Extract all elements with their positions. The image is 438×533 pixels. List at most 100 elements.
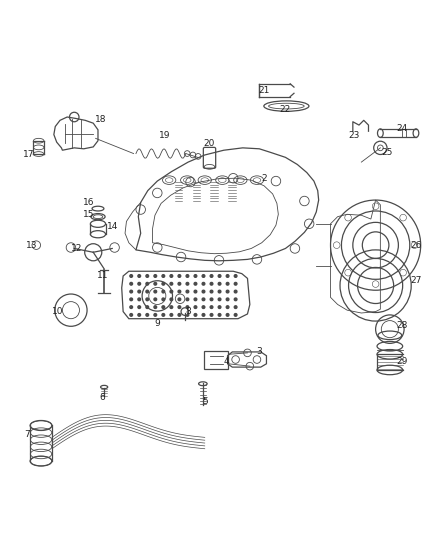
Text: 4: 4 [223,357,229,366]
Text: 24: 24 [396,124,407,133]
Text: 15: 15 [83,210,94,219]
Circle shape [154,274,157,277]
Circle shape [218,298,221,301]
Circle shape [138,290,141,293]
Circle shape [138,274,141,277]
Circle shape [210,313,213,316]
Text: 27: 27 [410,276,422,285]
Text: 23: 23 [349,132,360,141]
Circle shape [138,313,141,316]
Text: 5: 5 [202,397,208,406]
Circle shape [138,298,141,301]
Circle shape [154,290,157,293]
Circle shape [194,290,197,293]
Text: 20: 20 [204,139,215,148]
Text: 25: 25 [382,148,393,157]
Circle shape [234,298,237,301]
Circle shape [130,290,133,293]
Circle shape [218,313,221,316]
Text: 2: 2 [261,174,267,183]
Circle shape [226,313,229,316]
Circle shape [218,282,221,285]
Circle shape [210,306,213,309]
Circle shape [170,290,173,293]
Circle shape [234,306,237,309]
Circle shape [186,290,189,293]
Circle shape [234,290,237,293]
Circle shape [154,298,157,301]
Ellipse shape [30,421,52,430]
Circle shape [162,282,165,285]
Circle shape [130,298,133,301]
Circle shape [194,282,197,285]
Circle shape [170,313,173,316]
Circle shape [170,274,173,277]
Circle shape [226,282,229,285]
Text: 11: 11 [97,271,109,280]
Circle shape [162,313,165,316]
Text: 18: 18 [95,115,106,124]
Circle shape [178,274,181,277]
Circle shape [146,282,148,285]
Text: 22: 22 [280,106,291,115]
Circle shape [178,313,181,316]
Text: 12: 12 [71,244,82,253]
Text: 29: 29 [396,357,407,366]
Circle shape [138,282,141,285]
Circle shape [130,306,133,309]
Circle shape [181,308,189,316]
Circle shape [202,290,205,293]
Circle shape [210,274,213,277]
Circle shape [170,298,173,301]
Circle shape [234,274,237,277]
Circle shape [210,282,213,285]
Circle shape [234,313,237,316]
Circle shape [234,282,237,285]
Circle shape [178,298,181,301]
Text: 14: 14 [106,222,118,231]
Circle shape [210,298,213,301]
Circle shape [202,298,205,301]
Circle shape [178,282,181,285]
Circle shape [194,313,197,316]
Circle shape [138,306,141,309]
Circle shape [170,282,173,285]
Text: 13: 13 [26,240,37,249]
Text: 21: 21 [258,86,270,95]
Circle shape [162,274,165,277]
Circle shape [154,313,157,316]
Circle shape [218,306,221,309]
Circle shape [162,290,165,293]
Circle shape [210,290,213,293]
Circle shape [146,274,148,277]
Circle shape [186,282,189,285]
Circle shape [154,306,157,309]
Circle shape [186,298,189,301]
Circle shape [202,274,205,277]
Circle shape [226,274,229,277]
Circle shape [226,306,229,309]
Text: 9: 9 [155,319,160,328]
Circle shape [170,306,173,309]
Circle shape [226,290,229,293]
Circle shape [154,282,157,285]
Circle shape [146,313,148,316]
Text: 19: 19 [159,132,170,141]
Circle shape [146,290,148,293]
Circle shape [130,282,133,285]
Circle shape [146,298,148,301]
Circle shape [146,306,148,309]
Circle shape [178,306,181,309]
Ellipse shape [198,382,207,385]
Text: 10: 10 [52,307,64,316]
Text: 26: 26 [410,240,422,249]
Circle shape [194,298,197,301]
Text: 8: 8 [185,307,191,316]
Circle shape [186,306,189,309]
Circle shape [194,274,197,277]
Circle shape [178,290,181,293]
Circle shape [202,306,205,309]
Circle shape [226,298,229,301]
Circle shape [202,282,205,285]
Circle shape [186,274,189,277]
